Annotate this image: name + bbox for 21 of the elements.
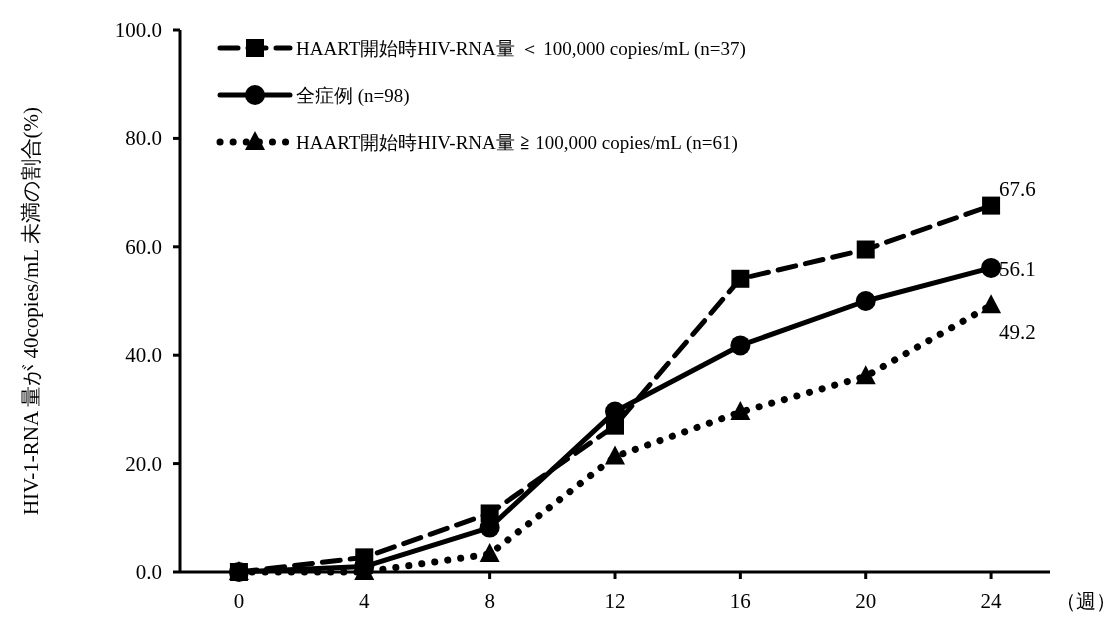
data-label: 49.2 <box>999 320 1036 345</box>
x-tick-label: 4 <box>359 589 371 613</box>
x-tick-label: 20 <box>855 589 877 613</box>
data-label: 67.6 <box>999 176 1036 201</box>
legend-label: 全症例 (n=98) <box>296 85 410 107</box>
x-tick-label: 12 <box>604 589 626 613</box>
x-axis-title: （週） <box>1056 590 1113 612</box>
legend-label: HAART開始時HIV-RNA量 ＜ 100,000 copies/mL (n=37) <box>296 38 746 60</box>
x-tick-label: 24 <box>980 589 1003 613</box>
x-tick-label: 16 <box>729 589 751 613</box>
legend-label: HAART開始時HIV-RNA量 ≧ 100,000 copies/mL (n=61) <box>296 132 738 154</box>
x-tick-label: 0 <box>233 589 245 613</box>
y-tick-label: 20.0 <box>125 451 162 476</box>
y-tick-label: 40.0 <box>125 343 162 368</box>
y-tick-label: 0.0 <box>135 560 162 584</box>
y-tick-label: 60.0 <box>125 234 162 259</box>
data-label: 56.1 <box>999 256 1036 281</box>
y-tick-label: 80.0 <box>125 126 162 151</box>
y-axis-title: HIV-1-RNA 量が 40copies/mL 未満の割合(%) <box>19 106 43 516</box>
y-tick-label: 100.0 <box>114 18 162 42</box>
x-tick-label: 8 <box>484 589 495 613</box>
